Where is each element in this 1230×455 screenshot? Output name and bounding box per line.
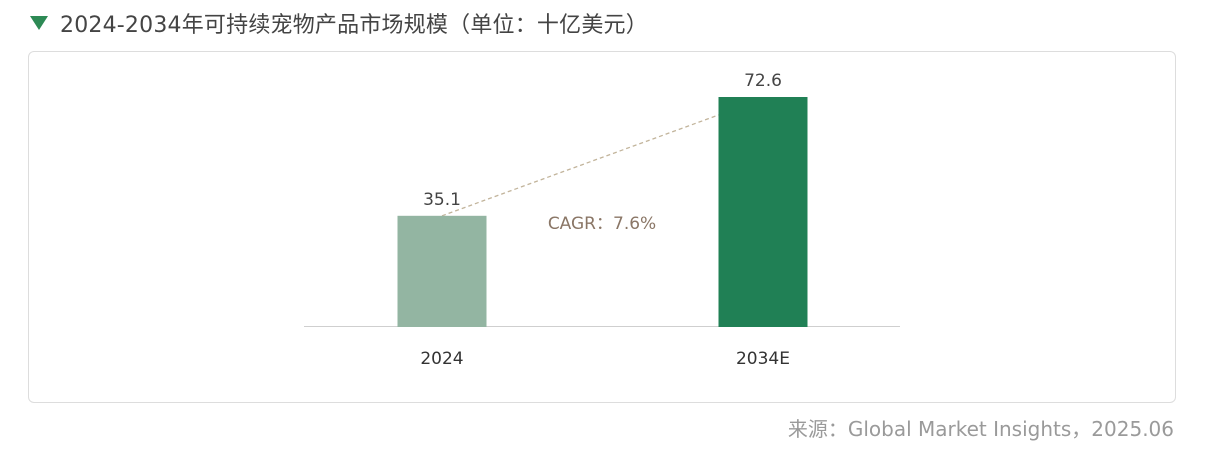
bar-2024 (397, 215, 487, 327)
bar-2034E (718, 97, 808, 327)
chart-title-row: 2024-2034年可持续宠物产品市场规模（单位：十亿美元） (30, 8, 648, 38)
x-tick-label-2034E: 2034E (736, 349, 790, 369)
x-tick-label-2024: 2024 (420, 349, 463, 369)
cagr-trend-line (441, 114, 719, 217)
source-note: 来源：Global Market Insights，2025.06 (787, 417, 1174, 441)
data-label-2024: 35.1 (423, 190, 461, 210)
cagr-annotation: CAGR：7.6% (548, 214, 656, 234)
chart-panel (28, 51, 1176, 403)
triangle-down-icon (30, 16, 48, 30)
chart-title: 2024-2034年可持续宠物产品市场规模（单位：十亿美元） (60, 13, 648, 38)
data-label-2034E: 72.6 (744, 71, 782, 91)
